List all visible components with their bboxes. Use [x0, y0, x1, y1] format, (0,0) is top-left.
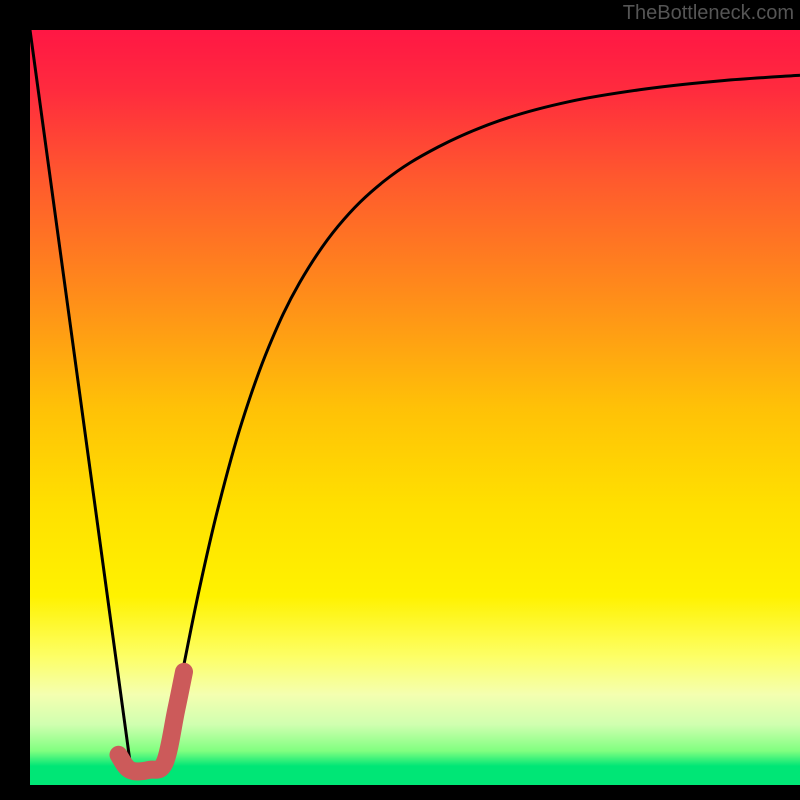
chart-svg	[0, 0, 800, 800]
gradient-plot-area	[30, 30, 800, 785]
bottleneck-chart: TheBottleneck.com	[0, 0, 800, 800]
